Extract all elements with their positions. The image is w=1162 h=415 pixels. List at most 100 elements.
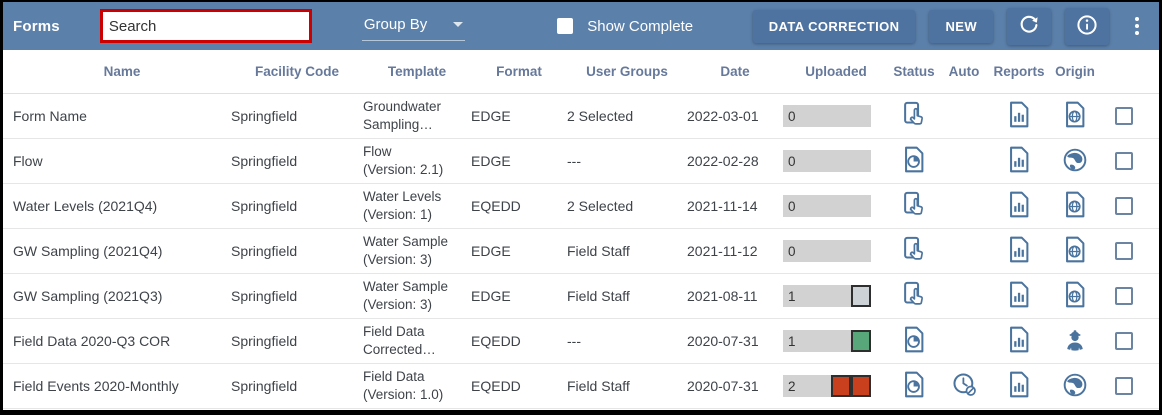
facility-code-cell: Springfield — [231, 378, 298, 394]
show-complete-checkbox[interactable] — [557, 18, 574, 34]
table-row[interactable]: GW Sampling (2021Q4) Springfield Water S… — [3, 229, 1159, 274]
row-checkbox[interactable] — [1115, 377, 1133, 395]
format-cell: EDGE — [471, 288, 511, 304]
user-groups-cell: 2 Selected — [567, 108, 634, 124]
row-checkbox[interactable] — [1115, 197, 1133, 215]
doc-globe-icon — [1063, 281, 1088, 311]
table-row[interactable]: Water Levels (2021Q4) Springfield Water … — [3, 184, 1159, 229]
status-cell[interactable] — [889, 326, 939, 356]
date-cell: 2021-11-14 — [687, 198, 758, 214]
table-body: Form Name Springfield Groundwater Samplin… — [3, 94, 1159, 409]
data-correction-button[interactable]: DATA CORRECTION — [752, 9, 916, 43]
uploaded-progress-bar: 0 — [783, 195, 871, 217]
form-name-cell: Field Events 2020-Monthly — [13, 378, 179, 394]
uploaded-chips — [851, 285, 871, 307]
table-header-row: Name Facility Code Template Format User … — [3, 50, 1159, 94]
uploaded-chip-red[interactable] — [851, 375, 871, 397]
row-checkbox[interactable] — [1115, 287, 1133, 305]
origin-cell — [1049, 371, 1101, 402]
column-header-user-groups[interactable]: User Groups — [586, 64, 668, 79]
uploaded-cell: 0 — [783, 240, 889, 262]
uploaded-count: 0 — [788, 108, 796, 124]
column-header-template[interactable]: Template — [387, 64, 447, 79]
status-cell[interactable] — [889, 100, 939, 132]
facility-code-cell: Springfield — [231, 243, 298, 259]
auto-cell — [939, 370, 989, 402]
column-header-name[interactable]: Name — [103, 64, 141, 79]
info-button[interactable] — [1065, 7, 1109, 45]
reports-cell[interactable] — [989, 236, 1049, 266]
show-complete-toggle[interactable]: Show Complete — [557, 18, 693, 35]
doc-globe-icon — [1063, 101, 1088, 131]
report-doc-icon — [1007, 326, 1032, 356]
form-name-cell: Form Name — [13, 108, 87, 124]
status-cell[interactable] — [889, 371, 939, 401]
column-header-facility-code[interactable]: Facility Code — [254, 64, 340, 79]
form-name-cell: Field Data 2020-Q3 COR — [13, 333, 171, 349]
table-row[interactable]: Field Data 2020-Q3 COR Springfield Field… — [3, 319, 1159, 364]
status-cell[interactable] — [889, 235, 939, 267]
uploaded-count: 0 — [788, 198, 796, 214]
reports-cell[interactable] — [989, 281, 1049, 311]
table-row[interactable]: Flow Springfield Flow (Version: 2.1) EDGE… — [3, 139, 1159, 184]
table-row[interactable]: GW Sampling (2021Q3) Springfield Water S… — [3, 274, 1159, 319]
reports-cell[interactable] — [989, 326, 1049, 356]
row-checkbox[interactable] — [1115, 107, 1133, 125]
reports-cell[interactable] — [989, 191, 1049, 221]
report-doc-icon — [1007, 146, 1032, 176]
reports-cell[interactable] — [989, 146, 1049, 176]
search-input[interactable] — [99, 9, 312, 43]
column-header-auto[interactable]: Auto — [948, 64, 980, 79]
select-cell — [1101, 152, 1147, 170]
format-cell: EQEDD — [471, 333, 521, 349]
table-row[interactable]: Field Events 2020-Monthly Springfield Fi… — [3, 364, 1159, 409]
row-checkbox[interactable] — [1115, 332, 1133, 350]
uploaded-chip-green[interactable] — [851, 330, 871, 352]
facility-code-cell: Springfield — [231, 288, 298, 304]
date-cell: 2021-08-11 — [687, 288, 758, 304]
row-checkbox[interactable] — [1115, 242, 1133, 260]
status-cell[interactable] — [889, 280, 939, 312]
column-header-format[interactable]: Format — [496, 64, 542, 79]
origin-cell — [1049, 191, 1101, 221]
status-cell[interactable] — [889, 190, 939, 222]
user-groups-cell: Field Staff — [567, 378, 630, 394]
row-checkbox[interactable] — [1115, 152, 1133, 170]
select-cell — [1101, 107, 1147, 125]
uploaded-cell: 0 — [783, 150, 889, 172]
uploaded-cell: 1 — [783, 285, 889, 307]
select-cell — [1101, 377, 1147, 395]
user-groups-cell: --- — [567, 333, 581, 349]
new-button[interactable]: NEW — [929, 9, 993, 43]
template-cell: Field Data (Version: 1.0) — [363, 369, 444, 402]
form-name-cell: Flow — [13, 153, 43, 169]
worker-icon — [1061, 326, 1089, 357]
uploaded-chips — [831, 375, 871, 397]
refresh-button[interactable] — [1007, 7, 1051, 45]
uploaded-progress-bar: 0 — [783, 240, 871, 262]
format-cell: EQEDD — [471, 378, 521, 394]
reports-cell[interactable] — [989, 101, 1049, 131]
table-row[interactable]: Form Name Springfield Groundwater Samplin… — [3, 94, 1159, 139]
uploaded-cell: 0 — [783, 105, 889, 127]
doc-pie-icon — [902, 146, 927, 176]
uploaded-progress-bar: 0 — [783, 150, 871, 172]
uploaded-count: 1 — [788, 333, 796, 349]
column-header-date[interactable]: Date — [720, 64, 750, 79]
group-by-dropdown[interactable]: Group By — [361, 12, 466, 41]
origin-cell — [1049, 101, 1101, 131]
show-complete-label: Show Complete — [587, 17, 694, 35]
user-groups-cell: --- — [567, 153, 581, 169]
column-header-status[interactable]: Status — [893, 64, 935, 79]
uploaded-cell: 2 — [783, 375, 889, 397]
uploaded-chip-gray[interactable] — [851, 285, 871, 307]
column-header-origin[interactable]: Origin — [1055, 64, 1095, 79]
status-cell[interactable] — [889, 146, 939, 176]
globe-icon — [1061, 146, 1089, 177]
vertical-ellipsis-icon[interactable] — [1129, 13, 1145, 39]
column-header-uploaded[interactable]: Uploaded — [805, 64, 867, 79]
reports-cell[interactable] — [989, 371, 1049, 401]
select-cell — [1101, 242, 1147, 260]
column-header-reports[interactable]: Reports — [993, 64, 1045, 79]
uploaded-chip-red[interactable] — [831, 375, 851, 397]
